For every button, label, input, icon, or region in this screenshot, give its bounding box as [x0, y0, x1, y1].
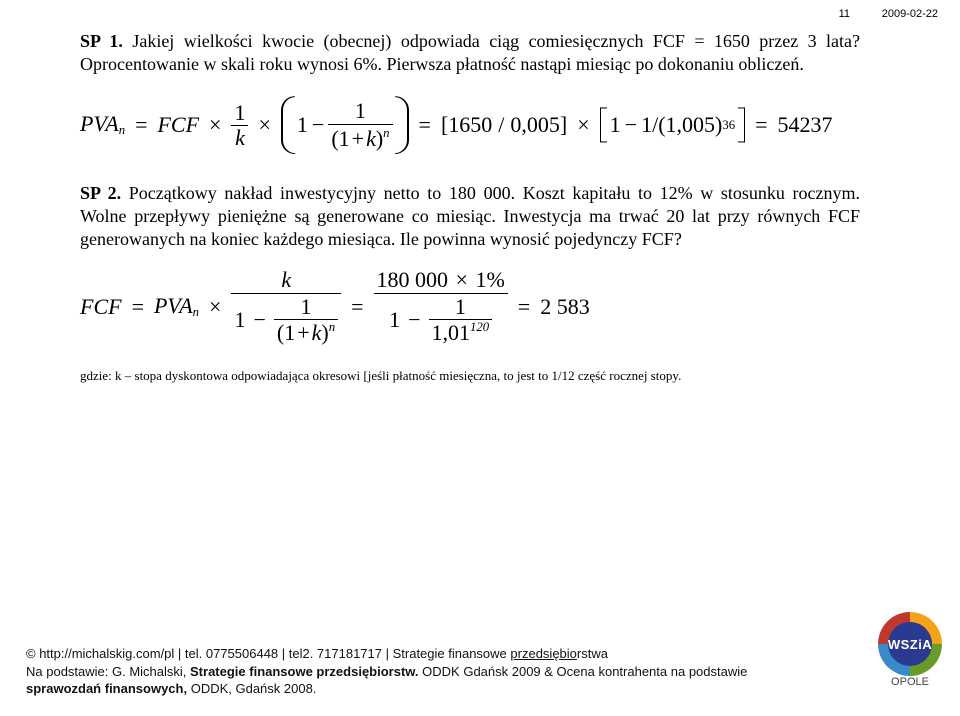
eq2-eq2: =	[347, 294, 367, 320]
page-number: 11	[839, 8, 850, 20]
eq1-mid-c: 0,005]	[510, 112, 567, 138]
footer-line-3: sprawozdań finansowych, ODDK, Gdańsk 200…	[26, 680, 860, 698]
sp1-text: Jakiej wielkości kwocie (obecnej) odpowi…	[80, 31, 860, 74]
logo-inner: WSZiA	[888, 622, 932, 666]
eq1-times1: ×	[205, 112, 225, 138]
equation-2: FCF = PVAn × k 1 − 1 (1+k)n	[80, 269, 860, 344]
eq1-times3: ×	[573, 112, 593, 138]
eq1-minus1: −	[308, 112, 328, 138]
eq2-eq1: =	[128, 294, 148, 320]
footer-line-1: © http://michalskig.com/pl | tel. 077550…	[26, 645, 860, 663]
eq1-result: 54237	[778, 112, 833, 138]
eq1-frac-1k: 1k	[231, 102, 248, 149]
eq2-result: 2 583	[540, 294, 590, 320]
eq2-row: FCF = PVAn × k 1 − 1 (1+k)n	[80, 269, 860, 344]
logo-subtext: OPOLE	[878, 676, 942, 688]
eq1-eq1: =	[131, 112, 151, 138]
eq1-times2: ×	[254, 112, 274, 138]
eq1-row: PVAn = FCF × 1k × 1 − 1 (1+k)n = [165	[80, 94, 860, 156]
institution-logo: WSZiA OPOLE	[878, 612, 942, 676]
eq1-paren: 1 − 1 (1+k)n	[281, 94, 409, 156]
page-date: 2009-02-22	[882, 8, 938, 20]
sp1-label: SP 1.	[80, 31, 123, 51]
eq1-mid-a: [1650	[441, 112, 492, 138]
eq1-mid-b: /	[498, 112, 504, 138]
page-footer: © http://michalskig.com/pl | tel. 077550…	[26, 645, 860, 698]
eq1-eq2: =	[415, 112, 435, 138]
sp2-text: Początkowy nakład inwestycyjny netto to …	[80, 183, 860, 249]
eq1-inner-frac: 1 (1+k)n	[328, 100, 392, 150]
eq2-pva: PVAn	[154, 293, 199, 320]
eq1-one: 1	[297, 112, 308, 138]
eq2-times1: ×	[205, 294, 225, 320]
problem-1: SP 1. Jakiej wielkości kwocie (obecnej) …	[80, 30, 860, 76]
eq2-bigfrac: k 1 − 1 (1+k)n	[231, 269, 341, 344]
sp2-label: SP 2.	[80, 183, 121, 203]
footer-line-2: Na podstawie: G. Michalski, Strategie fi…	[26, 663, 860, 681]
eq2-eq3: =	[514, 294, 534, 320]
eq2-lhs: FCF	[80, 294, 122, 320]
problem-2: SP 2. Początkowy nakład inwestycyjny net…	[80, 182, 860, 251]
eq1-sq: 1 − 1 / (1,005)36	[600, 107, 745, 143]
page-content: SP 1. Jakiej wielkości kwocie (obecnej) …	[80, 30, 860, 384]
eq2-numfrac: 180 000 × 1% 1 − 1 1,01120	[374, 269, 508, 344]
eq1-eq3: =	[751, 112, 771, 138]
eq1-lhs: PVAn	[80, 111, 125, 138]
equation-1: PVAn = FCF × 1k × 1 − 1 (1+k)n = [165	[80, 94, 860, 156]
footnote: gdzie: k – stopa dyskontowa odpowiadając…	[80, 368, 860, 384]
eq1-fcf: FCF	[157, 112, 199, 138]
